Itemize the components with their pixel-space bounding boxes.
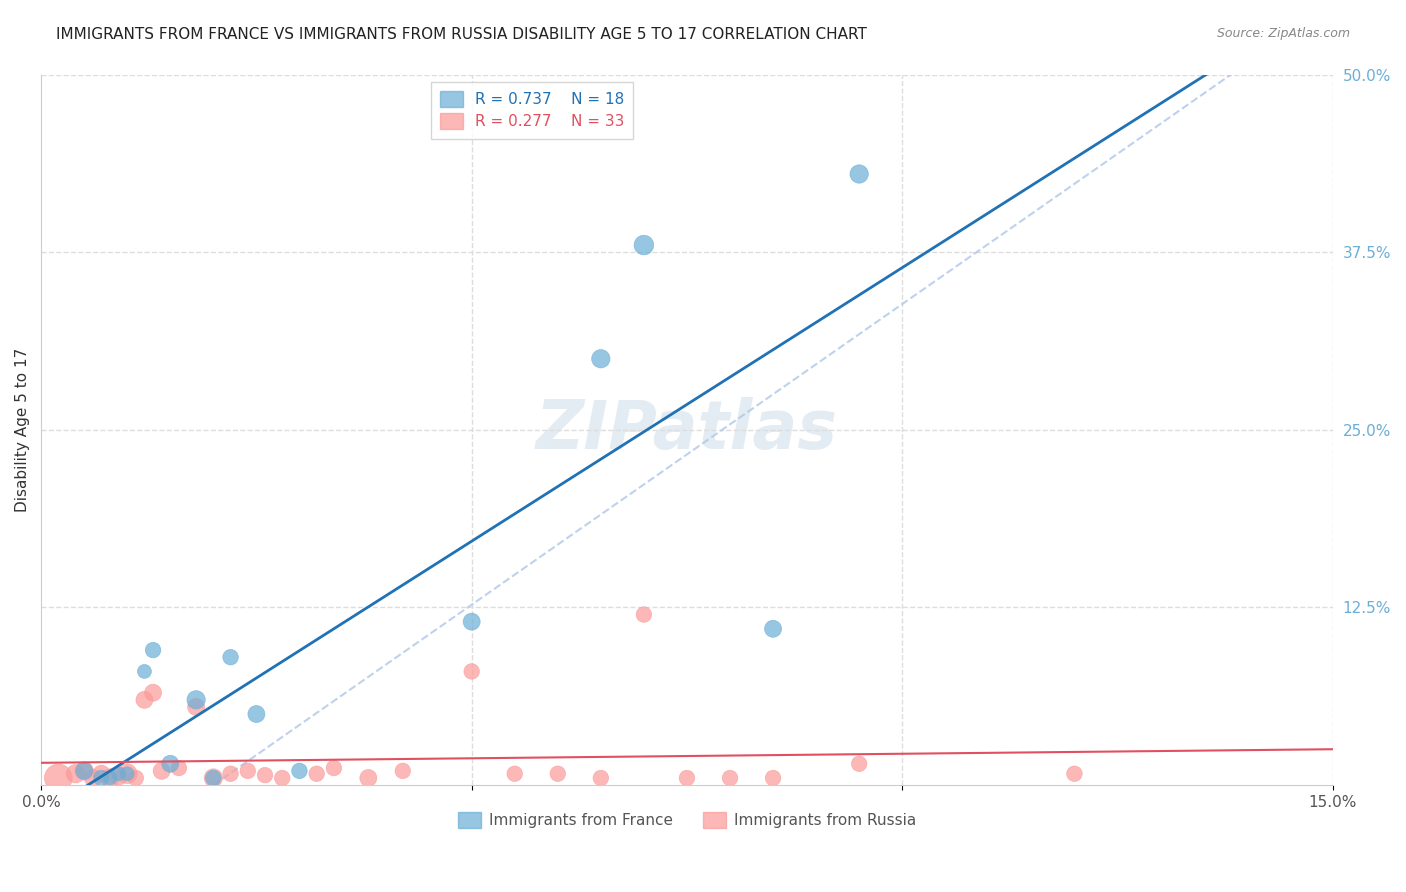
Point bbox=[184, 700, 207, 714]
Point bbox=[115, 766, 138, 780]
Point bbox=[848, 167, 870, 181]
Point bbox=[125, 771, 148, 785]
Point bbox=[107, 770, 129, 784]
Point bbox=[762, 622, 785, 636]
Point bbox=[98, 771, 121, 785]
Point bbox=[718, 771, 741, 785]
Point bbox=[90, 771, 112, 785]
Point bbox=[65, 766, 87, 780]
Point bbox=[142, 686, 165, 700]
Point bbox=[219, 650, 242, 665]
Point bbox=[305, 766, 328, 780]
Point bbox=[676, 771, 699, 785]
Point bbox=[357, 771, 380, 785]
Point bbox=[589, 351, 612, 366]
Point bbox=[219, 766, 242, 780]
Point bbox=[547, 766, 569, 780]
Point bbox=[115, 766, 138, 780]
Point bbox=[762, 771, 785, 785]
Point bbox=[90, 766, 112, 780]
Point bbox=[236, 764, 259, 778]
Point bbox=[460, 665, 482, 679]
Point bbox=[142, 643, 165, 657]
Point bbox=[633, 607, 655, 622]
Legend: Immigrants from France, Immigrants from Russia: Immigrants from France, Immigrants from … bbox=[451, 806, 922, 834]
Point bbox=[271, 771, 294, 785]
Point bbox=[167, 761, 190, 775]
Y-axis label: Disability Age 5 to 17: Disability Age 5 to 17 bbox=[15, 348, 30, 512]
Text: Source: ZipAtlas.com: Source: ZipAtlas.com bbox=[1216, 27, 1350, 40]
Point bbox=[46, 771, 69, 785]
Text: IMMIGRANTS FROM FRANCE VS IMMIGRANTS FROM RUSSIA DISABILITY AGE 5 TO 17 CORRELAT: IMMIGRANTS FROM FRANCE VS IMMIGRANTS FRO… bbox=[56, 27, 868, 42]
Point bbox=[253, 768, 276, 782]
Point bbox=[202, 771, 225, 785]
Text: ZIPatlas: ZIPatlas bbox=[536, 397, 838, 463]
Point bbox=[150, 764, 173, 778]
Point bbox=[245, 706, 267, 721]
Point bbox=[1063, 766, 1085, 780]
Point bbox=[134, 693, 156, 707]
Point bbox=[73, 764, 96, 778]
Point bbox=[107, 766, 129, 780]
Point bbox=[589, 771, 612, 785]
Point bbox=[288, 764, 311, 778]
Point bbox=[848, 756, 870, 771]
Point bbox=[98, 771, 121, 785]
Point bbox=[391, 764, 413, 778]
Point bbox=[202, 771, 225, 785]
Point bbox=[159, 756, 181, 771]
Point bbox=[633, 238, 655, 252]
Point bbox=[73, 764, 96, 778]
Point bbox=[82, 771, 104, 785]
Point bbox=[503, 766, 526, 780]
Point bbox=[184, 693, 207, 707]
Point bbox=[322, 761, 344, 775]
Point bbox=[134, 665, 156, 679]
Point bbox=[460, 615, 482, 629]
